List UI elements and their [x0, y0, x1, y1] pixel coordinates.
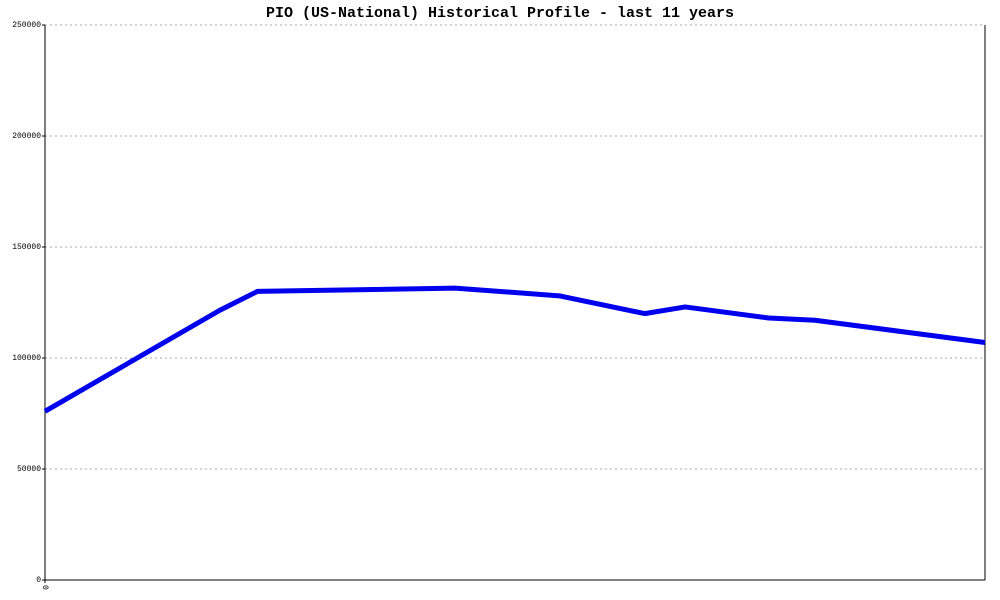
y-tick-label: 250000 [12, 21, 41, 30]
data-line [43, 285, 986, 414]
y-tick-label: 200000 [12, 132, 41, 141]
y-tick-label: 150000 [12, 243, 41, 252]
y-tick-label: 0 [36, 576, 41, 585]
y-tick-label: 100000 [12, 354, 41, 363]
x-tick-label: 0 [40, 585, 49, 590]
y-tick-label: 50000 [17, 465, 41, 474]
chart-title: PIO (US-National) Historical Profile - l… [266, 5, 734, 22]
